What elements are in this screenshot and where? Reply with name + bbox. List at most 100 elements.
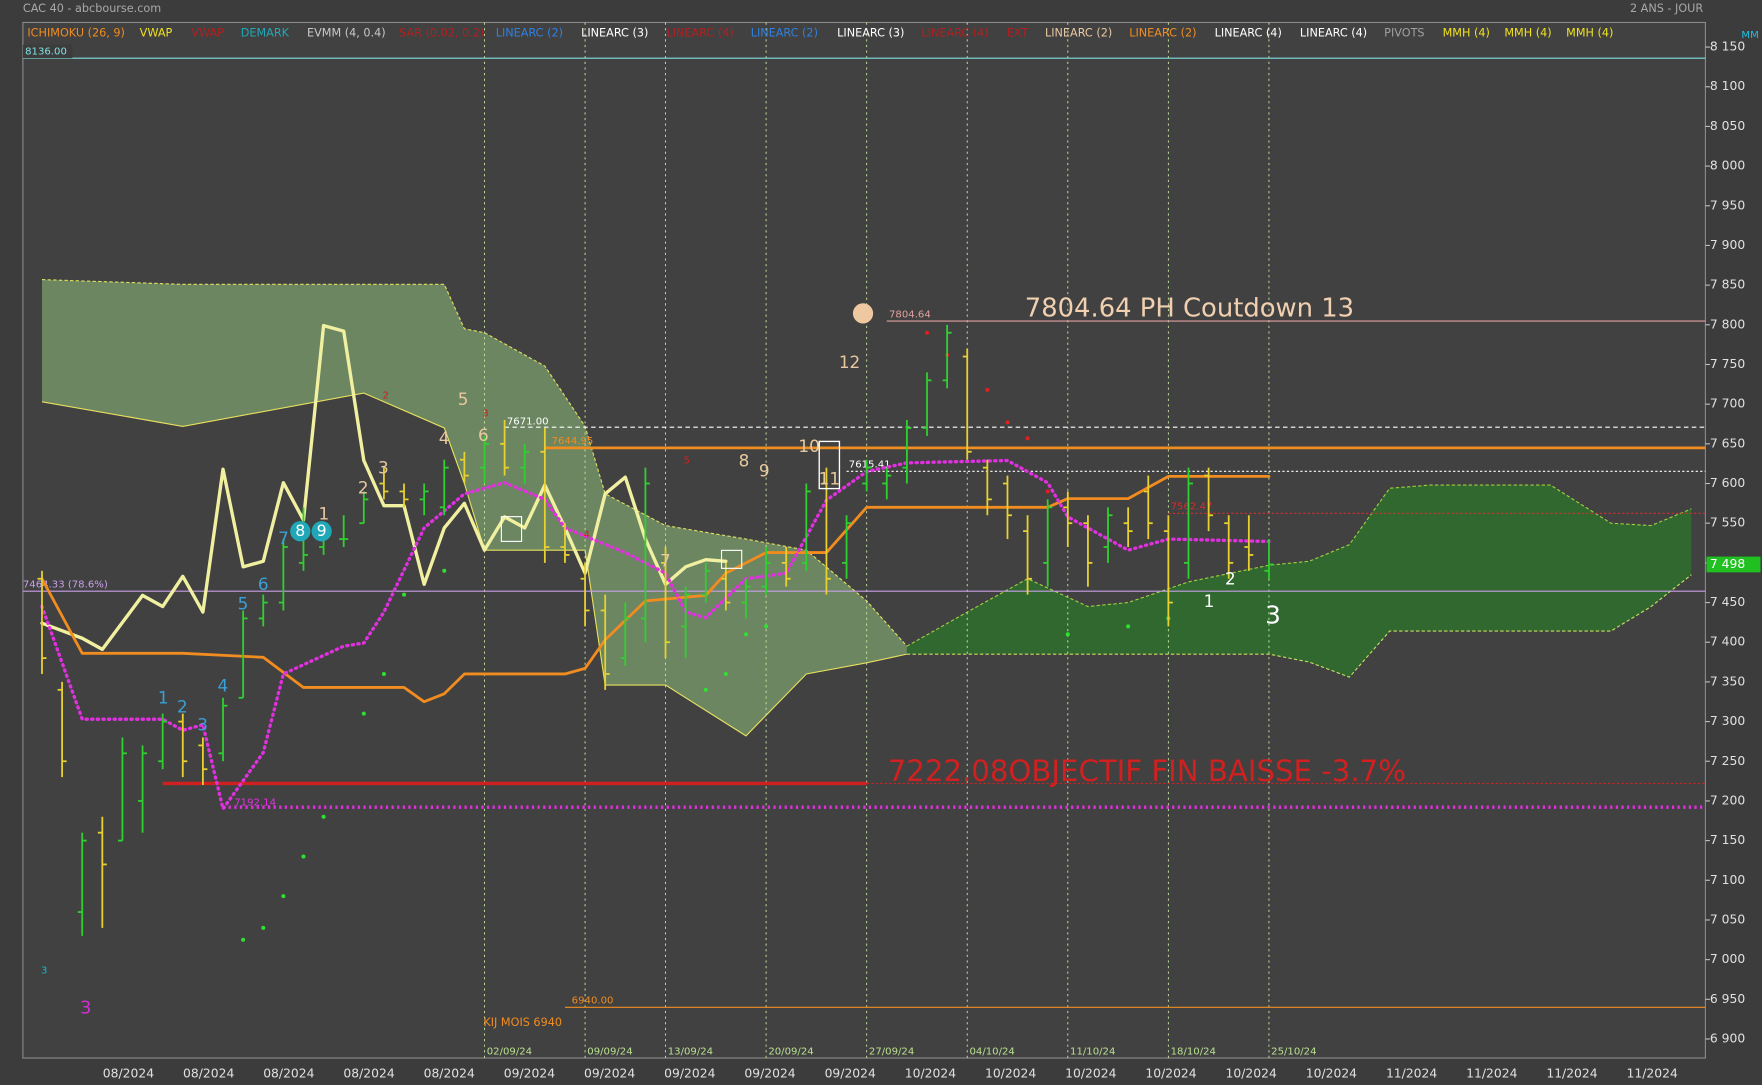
demark-label: 10 bbox=[798, 436, 819, 456]
level-label: 7464.33 (78.6%) bbox=[23, 579, 108, 590]
demark-label: 3 bbox=[378, 457, 389, 477]
marker-box bbox=[720, 549, 743, 569]
demark-label: 1 bbox=[1204, 591, 1215, 611]
demark-label: 6 bbox=[258, 574, 269, 594]
demark-label: 4 bbox=[584, 530, 590, 541]
demark-label: 5 bbox=[458, 389, 469, 409]
legend-item: SAR (0.02, 0.2) bbox=[399, 27, 484, 40]
legend-item: LINEARC (2) bbox=[1129, 27, 1196, 40]
y-tick-label: 7 650 bbox=[1710, 436, 1745, 450]
x-tick-label: 08/2024 bbox=[263, 1066, 314, 1080]
x-tick-label: 08/2024 bbox=[424, 1066, 475, 1080]
date-line-label: 02/09/24 bbox=[487, 1046, 532, 1057]
date-line-label: 09/09/24 bbox=[587, 1046, 632, 1057]
demark-label: 8 bbox=[295, 521, 305, 540]
x-tick-label: 10/2024 bbox=[1145, 1066, 1196, 1080]
sar-dot bbox=[723, 671, 728, 676]
legend-item: LINEARC (3) bbox=[581, 27, 648, 40]
sar-dot bbox=[241, 937, 246, 942]
x-tick-label: 08/2024 bbox=[103, 1066, 154, 1080]
demark-label: 1 bbox=[158, 688, 169, 708]
level-label: 8136.00 bbox=[25, 46, 67, 57]
y-tick-label: 7 800 bbox=[1710, 317, 1745, 331]
last-price-label: 7 498 bbox=[1710, 557, 1745, 571]
demark-label: 2 bbox=[382, 390, 388, 401]
date-line-label: 18/10/24 bbox=[1171, 1046, 1216, 1057]
demark-label: 2 bbox=[1225, 569, 1236, 589]
demark-label: 9 bbox=[759, 461, 770, 481]
demark-label: 11 bbox=[819, 469, 840, 489]
y-tick-label: 7 900 bbox=[1710, 238, 1745, 252]
x-tick-label: 09/2024 bbox=[584, 1066, 635, 1080]
sar-dot bbox=[743, 632, 749, 637]
legend-item: LINEARC (4) bbox=[1215, 27, 1282, 40]
chart-subtitle: 2 ANS - JOUR bbox=[1630, 2, 1703, 15]
cloud-span-a bbox=[906, 484, 1692, 647]
legend-item: ICHIMOKU (26, 9) bbox=[27, 27, 125, 40]
demark-label: 4 bbox=[439, 428, 450, 448]
demark-label: 8 bbox=[739, 451, 750, 471]
demark-circle bbox=[852, 303, 874, 324]
chart-title: CAC 40 - abcbourse.com bbox=[23, 2, 161, 15]
demark-label: 5 bbox=[683, 456, 689, 467]
sar-dot bbox=[301, 854, 306, 859]
y-tick-label: 7 300 bbox=[1710, 714, 1745, 728]
demark-label: 13 bbox=[854, 304, 873, 321]
x-tick-label: 10/2024 bbox=[1306, 1066, 1357, 1080]
demark-circle bbox=[311, 521, 332, 542]
legend-item: PIVOTS bbox=[1384, 27, 1424, 40]
x-tick-label: 09/2024 bbox=[664, 1066, 715, 1080]
level-label: 7192.14 bbox=[234, 798, 276, 809]
sar-dot bbox=[985, 387, 990, 392]
sar-dot bbox=[1126, 624, 1131, 629]
level-label: 7615.41 bbox=[849, 460, 891, 471]
y-tick-label: 7 000 bbox=[1710, 952, 1745, 966]
legend-item: MMH (4) bbox=[1443, 27, 1490, 40]
sar-dot bbox=[1025, 436, 1030, 441]
annotation: 7804.64 PH Coutdown 13 bbox=[1025, 293, 1354, 323]
legend-item: LINEARC (4) bbox=[666, 27, 733, 40]
sar-dot bbox=[281, 894, 286, 899]
y-tick-label: 7 400 bbox=[1710, 635, 1745, 649]
sar-dot bbox=[442, 568, 447, 573]
demark-label: 3 bbox=[1265, 601, 1281, 630]
y-tick-label: 7 350 bbox=[1710, 674, 1745, 688]
x-tick-label: 09/2024 bbox=[504, 1066, 555, 1080]
cloud-span-b bbox=[906, 574, 1692, 678]
legend-item: VWAP bbox=[140, 27, 173, 40]
y-tick-label: 6 900 bbox=[1710, 1031, 1745, 1045]
y-tick-label: 8 100 bbox=[1710, 79, 1745, 93]
y-tick-label: 7 950 bbox=[1710, 198, 1745, 212]
level-label: 6940.00 bbox=[572, 996, 614, 1007]
x-tick-label: 10/2024 bbox=[905, 1066, 956, 1080]
legend-item: EXT bbox=[1007, 27, 1029, 40]
y-tick-label: 7 150 bbox=[1710, 833, 1745, 847]
demark-label: 3 bbox=[80, 998, 91, 1019]
legend-item: LINEARC (4) bbox=[1300, 27, 1367, 40]
y-tick-label: 7 050 bbox=[1710, 912, 1745, 926]
sar-dot bbox=[321, 814, 326, 819]
x-tick-label: 11/2024 bbox=[1466, 1066, 1517, 1080]
x-tick-label: 09/2024 bbox=[825, 1066, 876, 1080]
date-line-label: 11/10/24 bbox=[1070, 1046, 1115, 1057]
cloud-fill bbox=[41, 279, 907, 736]
demark-circle bbox=[290, 521, 311, 542]
y-tick-label: 7 200 bbox=[1710, 793, 1745, 807]
level-label: 7671.00 bbox=[507, 417, 549, 428]
demark-label: 12 bbox=[839, 352, 860, 372]
demark-label: 7 bbox=[278, 528, 289, 548]
legend-item: LINEARC (2) bbox=[1045, 27, 1112, 40]
legend-item: LINEARC (2) bbox=[751, 27, 818, 40]
y-tick-label: 7 750 bbox=[1710, 357, 1745, 371]
legend-item: LINEARC (2) bbox=[496, 27, 563, 40]
legend-item: VWAP bbox=[191, 27, 224, 40]
y-tick-label: 7 250 bbox=[1710, 754, 1745, 768]
date-line-label: 20/09/24 bbox=[768, 1046, 813, 1057]
demark-label: 7 bbox=[660, 551, 671, 571]
legend-item: LINEARC (3) bbox=[837, 27, 904, 40]
demark-label: 9 bbox=[317, 521, 327, 540]
demark-label: 3 bbox=[41, 965, 47, 976]
y-tick-label: 7 550 bbox=[1710, 516, 1745, 530]
y-tick-label: 8 150 bbox=[1710, 40, 1745, 54]
demark-label: 5 bbox=[238, 593, 249, 613]
